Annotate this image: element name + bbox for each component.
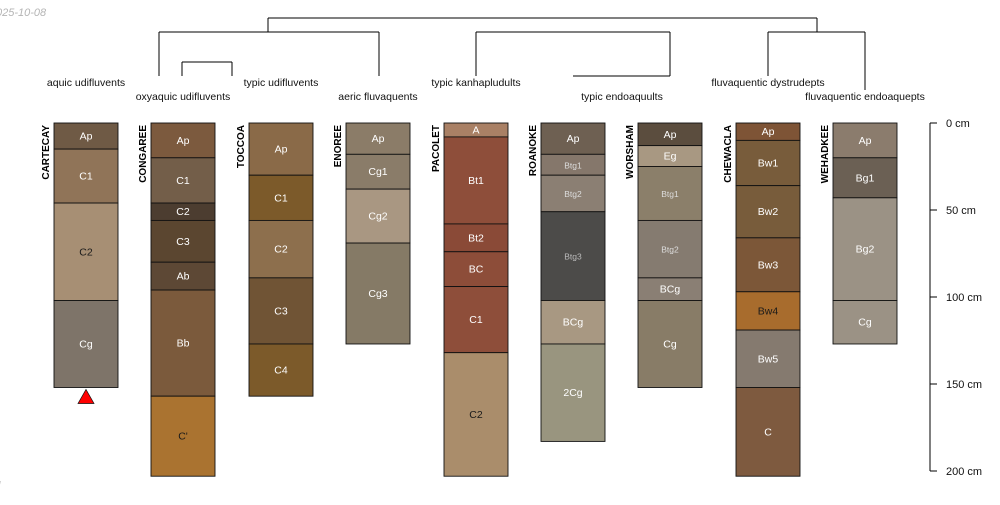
profile-name: ROANOKE — [528, 125, 539, 176]
horizon-label: C' — [178, 431, 188, 443]
profile-chewacla: Ap Bw1 Bw2 Bw3 Bw4 Bw5 C CHEWACLA — [723, 123, 800, 476]
horizon-label: Cg3 — [368, 288, 387, 300]
horizon-label: C1 — [469, 314, 483, 326]
depth-tick-label: 200 cm — [946, 466, 982, 478]
horizon-label: Btg2 — [661, 245, 679, 255]
horizon-label: Btg2 — [564, 189, 582, 199]
horizon-label: C1 — [176, 175, 190, 187]
horizon-label: BCg — [563, 317, 584, 329]
horizon-label: C4 — [274, 365, 288, 377]
profile-cartecay: Ap C1 C2 Cg CARTECAY — [41, 123, 118, 403]
depth-tick-label: 100 cm — [946, 292, 982, 304]
red-triangle-icon — [78, 389, 94, 403]
horizon-label: Bw4 — [758, 305, 779, 317]
profile-name: WEHADKEE — [820, 125, 831, 184]
taxon-label: aquic udifluvents — [47, 77, 125, 89]
profile-wehadkee: Ap Bg1 Bg2 Cg WEHADKEE — [820, 123, 897, 344]
profile-toccoa: Ap C1 C2 C3 C4 TOCCOA — [236, 123, 313, 396]
horizon-label: C1 — [79, 171, 93, 183]
taxon-label: fluvaquentic dystrudepts — [711, 77, 824, 89]
depth-tick-label: 50 cm — [946, 205, 976, 217]
profile-name: PACOLET — [431, 125, 442, 172]
profile-name: TOCCOA — [236, 125, 247, 168]
horizon-label: Cg2 — [368, 211, 387, 223]
horizon-label: Cg1 — [368, 166, 387, 178]
horizon-label: C2 — [469, 409, 483, 421]
horizon-label: C — [764, 426, 772, 438]
horizon-label: C2 — [79, 246, 93, 258]
depth-tick-label: 150 cm — [946, 379, 982, 391]
depth-tick-label: 0 cm — [946, 118, 970, 130]
horizon-label: C3 — [274, 305, 288, 317]
horizon-label: Bw5 — [758, 353, 779, 365]
horizon-label: Ap — [372, 133, 385, 145]
depth-axis: 0 cm 50 cm 100 cm 150 cm 200 cm — [930, 118, 982, 478]
horizon-label: Bg1 — [856, 172, 875, 184]
horizon-label: Cg — [79, 338, 93, 350]
taxon-label: typic kanhapludults — [431, 77, 520, 89]
horizon-label: Cg — [663, 338, 677, 350]
horizon-label: Btg1 — [661, 189, 679, 199]
profile-roanoke: Ap Btg1 Btg2 Btg3 BCg 2Cg ROANOKE — [528, 123, 605, 441]
horizon-label: Btg1 — [564, 160, 582, 170]
taxon-label: typic udifluvents — [244, 77, 319, 89]
horizon-label: Bw3 — [758, 259, 779, 271]
taxon-label: oxyaquic udifluvents — [136, 91, 231, 103]
horizon-label: Bb — [177, 338, 190, 350]
profile-name: CONGAREE — [138, 125, 149, 183]
horizon-label: Bt2 — [468, 232, 484, 244]
horizon-label: Ap — [275, 144, 288, 156]
horizon-label: A — [472, 124, 479, 136]
horizon-label: Btg3 — [564, 252, 582, 262]
profile-name: WORSHAM — [625, 125, 636, 179]
horizon-label: C1 — [274, 192, 288, 204]
horizon-label: Bw2 — [758, 206, 779, 218]
horizon-label: C2 — [274, 244, 288, 256]
horizon-label: Cg — [858, 317, 872, 329]
horizon-label: Bw1 — [758, 158, 779, 170]
taxon-label: typic endoaquults — [581, 91, 663, 103]
horizon-label: Ap — [859, 135, 872, 147]
horizon-label: C2 — [176, 206, 190, 218]
horizon-label: C3 — [176, 236, 190, 248]
taxon-labels: aquic udifluvents oxyaquic udifluvents typ… — [47, 77, 925, 103]
taxon-label: aeric fluvaquents — [338, 91, 417, 103]
date-stamp: 025-10-08 — [0, 7, 46, 19]
horizon-label: Ab — [177, 271, 190, 283]
profile-worsham: Ap Eg Btg1 Btg2 BCg Cg WORSHAM — [625, 123, 702, 387]
horizon-label: Ap — [567, 133, 580, 145]
horizon-label: 2Cg — [563, 387, 582, 399]
profile-name: CHEWACLA — [723, 125, 734, 183]
horizon-label: Ap — [762, 126, 775, 138]
profile-name: CARTECAY — [41, 125, 52, 180]
horizon-label: Ap — [664, 129, 677, 141]
profile-congaree: Ap C1 C2 C3 Ab Bb C' CONGAREE — [138, 123, 215, 476]
profile-name: ENOREE — [333, 125, 344, 168]
horizon-label: BC — [469, 264, 484, 276]
profile-pacolet: A Bt1 Bt2 BC C1 C2 PACOLET — [431, 123, 508, 476]
horizon-label: Ap — [177, 135, 190, 147]
taxon-label: fluvaquentic endoaquepts — [805, 91, 925, 103]
horizon-label: Bg2 — [856, 244, 875, 256]
horizon-label: Bt1 — [468, 175, 484, 187]
horizon-label: BCg — [660, 284, 681, 296]
profile-enoree: Ap Cg1 Cg2 Cg3 ENOREE — [333, 123, 410, 344]
horizon-label: Eg — [664, 151, 677, 163]
horizon-label: Ap — [80, 131, 93, 143]
